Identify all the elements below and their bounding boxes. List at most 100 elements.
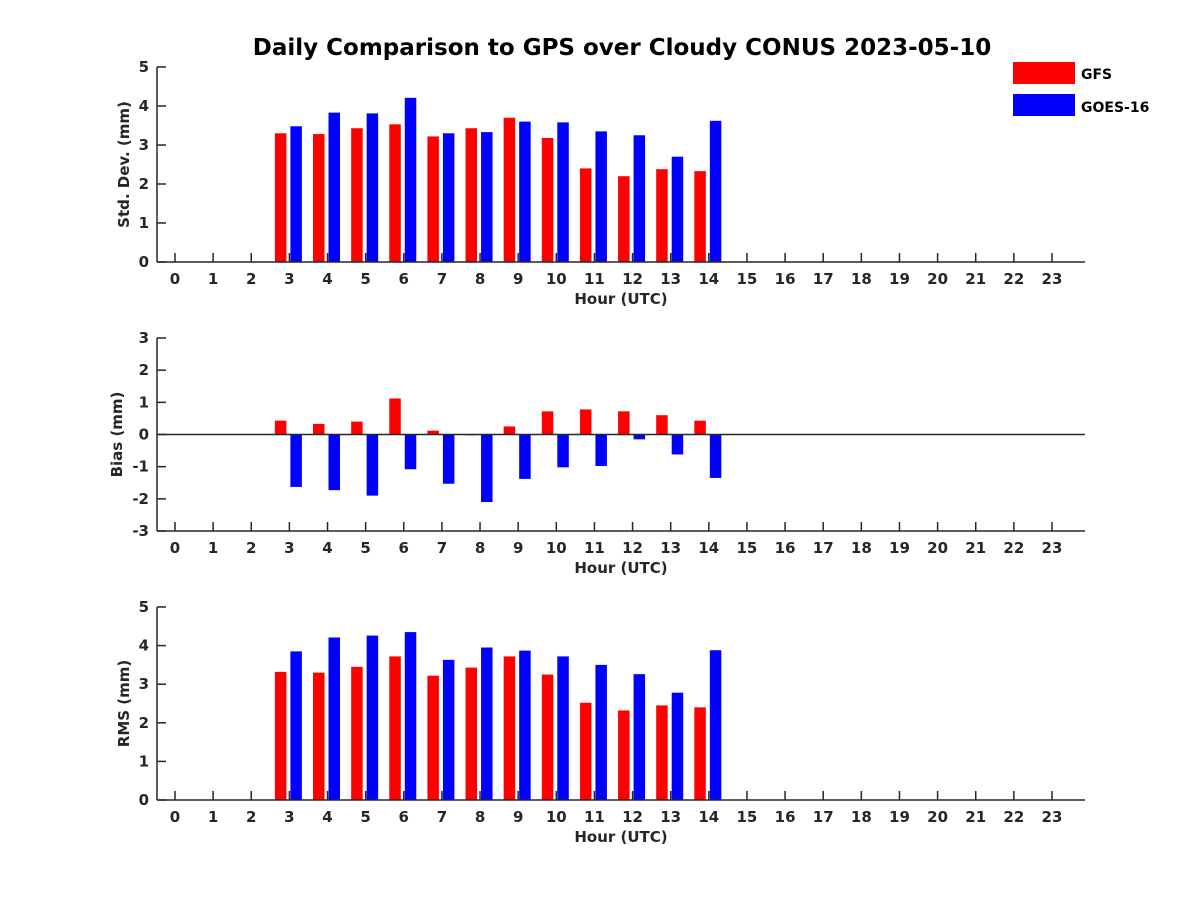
y-tick-label: -3 xyxy=(132,522,149,540)
bar-gfs xyxy=(274,133,287,262)
x-tick-label: 18 xyxy=(851,270,872,288)
bar-gfs xyxy=(503,656,516,800)
x-tick-label: 20 xyxy=(927,808,948,826)
y-tick-label: 0 xyxy=(139,791,149,809)
x-tick-label: 17 xyxy=(813,539,834,557)
bar-gfs xyxy=(274,420,287,435)
bar-goes16 xyxy=(366,434,379,496)
x-tick-label: 16 xyxy=(775,808,796,826)
x-tick-label: 0 xyxy=(170,539,180,557)
bar-gfs xyxy=(389,656,401,800)
bar-goes16 xyxy=(481,434,493,503)
bar-gfs xyxy=(541,674,554,800)
x-tick-label: 13 xyxy=(660,270,681,288)
bar-goes16 xyxy=(328,112,341,262)
x-tick-label: 23 xyxy=(1042,270,1063,288)
bar-gfs xyxy=(618,710,630,800)
x-tick-label: 16 xyxy=(775,270,796,288)
x-tick-label: 18 xyxy=(851,808,872,826)
x-tick-label: 5 xyxy=(360,539,370,557)
x-tick-label: 19 xyxy=(889,808,910,826)
y-tick-label: 0 xyxy=(139,253,149,271)
x-tick-label: 4 xyxy=(322,270,332,288)
x-tick-label: 4 xyxy=(322,808,332,826)
x-tick-label: 16 xyxy=(775,539,796,557)
bar-gfs xyxy=(694,420,706,435)
y-axis-label: RMS (mm) xyxy=(115,660,133,747)
bar-goes16 xyxy=(633,135,646,262)
x-tick-label: 23 xyxy=(1042,808,1063,826)
bar-goes16 xyxy=(595,131,607,262)
bar-goes16 xyxy=(442,133,455,262)
bar-gfs xyxy=(389,124,401,262)
x-tick-label: 23 xyxy=(1042,539,1063,557)
x-tick-label: 13 xyxy=(660,808,681,826)
y-tick-label: 4 xyxy=(139,637,149,655)
bar-gfs xyxy=(313,423,325,435)
x-tick-label: 9 xyxy=(513,270,523,288)
x-tick-label: 9 xyxy=(513,539,523,557)
bar-goes16 xyxy=(290,434,302,487)
legend-label-gfs: GFS xyxy=(1081,67,1112,83)
y-tick-label: 3 xyxy=(139,329,149,347)
x-tick-label: 10 xyxy=(546,539,567,557)
x-tick-label: 8 xyxy=(475,808,485,826)
y-tick-label: -2 xyxy=(132,490,149,508)
x-tick-label: 4 xyxy=(322,539,332,557)
legend: GFS GOES-16 xyxy=(1013,62,1149,116)
bar-goes16 xyxy=(709,650,722,800)
bar-gfs xyxy=(427,136,439,262)
bar-gfs xyxy=(351,421,363,435)
x-tick-label: 20 xyxy=(927,270,948,288)
bar-goes16 xyxy=(671,156,684,262)
x-tick-label: 8 xyxy=(475,539,485,557)
bar-goes16 xyxy=(709,120,722,262)
x-tick-label: 21 xyxy=(965,270,986,288)
bar-gfs xyxy=(313,134,325,262)
bar-goes16 xyxy=(519,434,531,479)
x-tick-label: 1 xyxy=(208,539,218,557)
bar-goes16 xyxy=(633,434,646,440)
y-tick-label: 3 xyxy=(139,136,149,154)
x-tick-label: 17 xyxy=(813,270,834,288)
bar-gfs xyxy=(656,705,668,800)
x-tick-label: 21 xyxy=(965,539,986,557)
bar-goes16 xyxy=(519,650,531,800)
x-tick-label: 7 xyxy=(437,808,447,826)
bar-goes16 xyxy=(671,434,684,455)
x-tick-label: 2 xyxy=(246,270,256,288)
bar-goes16 xyxy=(442,659,455,800)
bar-goes16 xyxy=(519,121,531,262)
bar-gfs xyxy=(579,702,592,800)
x-tick-label: 13 xyxy=(660,539,681,557)
x-tick-label: 11 xyxy=(584,270,605,288)
bar-gfs xyxy=(618,411,630,435)
x-axis-label: Hour (UTC) xyxy=(574,559,667,577)
bar-gfs xyxy=(541,411,554,435)
x-tick-label: 19 xyxy=(889,270,910,288)
bar-goes16 xyxy=(481,647,493,800)
bar-gfs xyxy=(618,176,630,262)
bar-goes16 xyxy=(671,692,684,800)
y-tick-label: 5 xyxy=(139,598,149,616)
y-tick-label: 2 xyxy=(139,175,149,193)
x-tick-label: 6 xyxy=(399,539,409,557)
x-tick-label: 8 xyxy=(475,270,485,288)
x-tick-label: 7 xyxy=(437,270,447,288)
x-tick-label: 3 xyxy=(284,808,294,826)
bar-gfs xyxy=(503,117,516,262)
x-tick-label: 11 xyxy=(584,808,605,826)
y-tick-label: 5 xyxy=(139,58,149,76)
bar-goes16 xyxy=(633,674,646,800)
bar-gfs xyxy=(465,667,478,800)
x-axis-label: Hour (UTC) xyxy=(574,828,667,846)
y-tick-label: 3 xyxy=(139,675,149,693)
x-tick-label: 12 xyxy=(622,539,643,557)
bar-goes16 xyxy=(442,434,455,484)
x-tick-label: 12 xyxy=(622,808,643,826)
bar-goes16 xyxy=(557,122,569,262)
bar-gfs xyxy=(427,430,439,435)
